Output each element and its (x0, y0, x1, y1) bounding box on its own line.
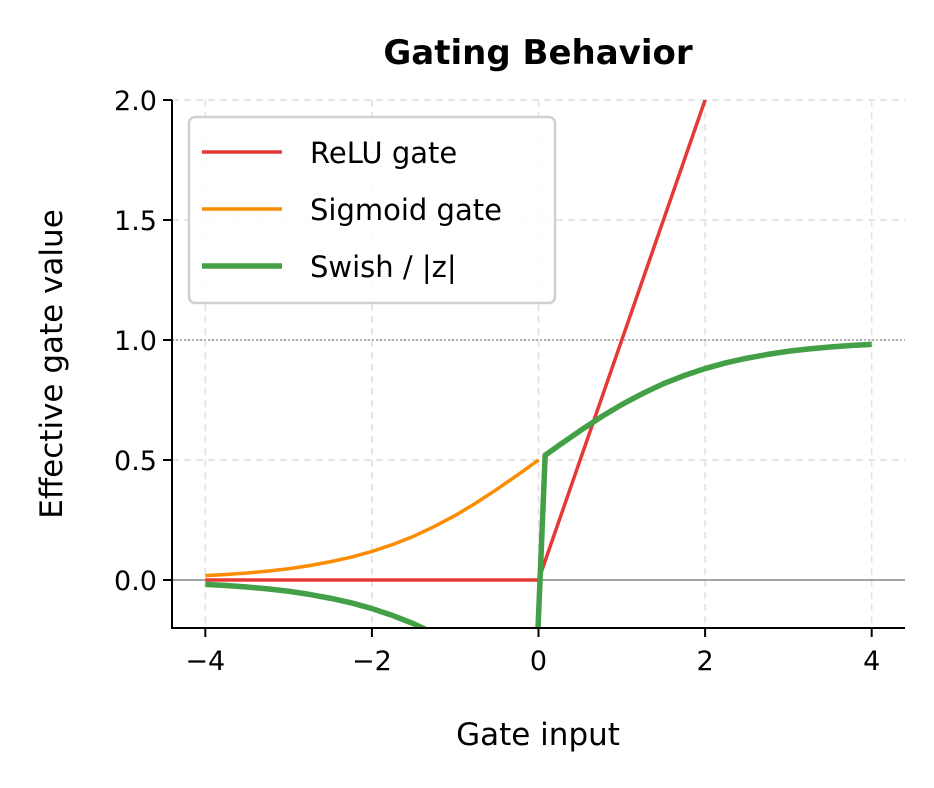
x-tick-label: −2 (352, 646, 392, 677)
y-axis-label: Effective gate value (34, 209, 70, 519)
series-group (205, 100, 872, 628)
x-tick-label: 2 (696, 646, 713, 677)
x-axis-label: Gate input (456, 717, 620, 753)
x-tick-label: 4 (863, 646, 880, 677)
y-tick-label: 0.0 (114, 566, 157, 597)
legend: ReLU gate Sigmoid gate Swish / |z| (187, 115, 557, 305)
series-line-1 (205, 458, 540, 578)
y-tick-label: 1.0 (114, 326, 157, 357)
y-tick-label: 2.0 (114, 86, 157, 117)
legend-label: ReLU gate (310, 136, 457, 170)
series-line-2 (205, 341, 872, 628)
y-tick-label: 0.5 (114, 446, 157, 477)
legend-label: Swish / |z| (310, 250, 457, 284)
axes: −4 −2 0 2 4 0.0 0.5 1.0 1.5 2.0 (114, 86, 905, 677)
y-tick-label: 1.5 (114, 206, 157, 237)
chart-title: Gating Behavior (383, 33, 692, 73)
legend-box (187, 115, 557, 305)
legend-label: Sigmoid gate (310, 193, 502, 227)
x-tick-label: −4 (185, 646, 225, 677)
x-tick-label: 0 (530, 646, 547, 677)
